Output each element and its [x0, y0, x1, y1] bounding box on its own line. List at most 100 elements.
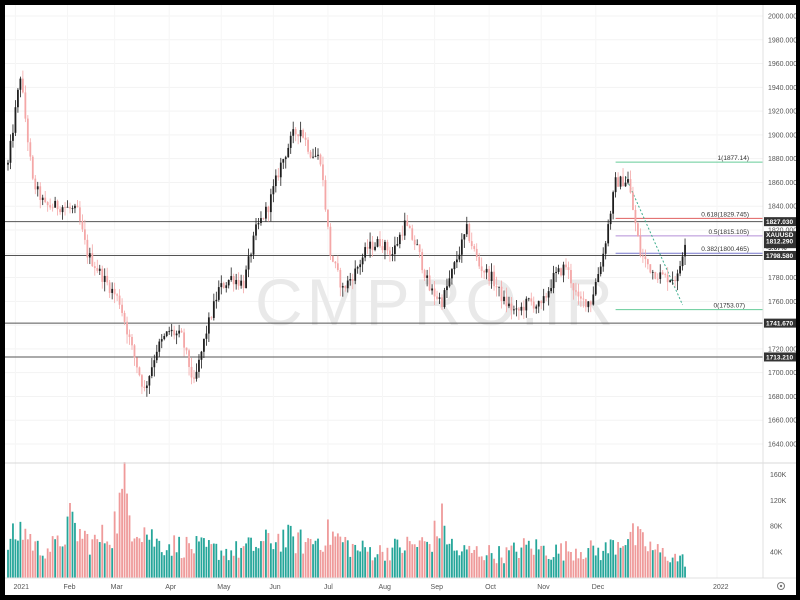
volume-bar — [319, 549, 322, 578]
volume-bar — [190, 549, 193, 578]
chart-frame: CMPRO.IR 1(1877.14) 0.618(1829.745) 0.5(18… — [5, 5, 796, 595]
candle-body — [190, 366, 193, 378]
candle-body — [646, 259, 649, 265]
candle-body — [396, 244, 399, 246]
volume-bar — [545, 555, 548, 578]
volume-bar — [19, 521, 22, 578]
watermark: CMPRO.IR — [255, 265, 617, 339]
volume-bar — [54, 539, 57, 578]
volume-bar — [168, 544, 171, 578]
candle-body — [669, 280, 672, 283]
volume-bar — [195, 536, 198, 578]
candle-body — [260, 218, 262, 224]
volume-axis: 160K 120K 80K 40K — [770, 472, 787, 557]
candle-body — [530, 298, 533, 302]
volume-bar — [570, 552, 572, 578]
volume-bar — [69, 503, 71, 578]
volume-bar — [212, 543, 215, 578]
candle-body — [265, 206, 267, 219]
volume-bar — [91, 539, 94, 578]
candle-body — [436, 296, 438, 299]
volume-tick-label: 40K — [770, 550, 783, 557]
volume-bar — [587, 548, 590, 578]
volume-bar — [517, 558, 520, 578]
volume-bar — [252, 550, 255, 578]
volume-bar — [463, 545, 466, 578]
settings-gear-icon[interactable] — [777, 582, 785, 590]
volume-bar — [433, 520, 436, 578]
volume-bar — [327, 519, 329, 578]
volume-bar — [602, 550, 605, 578]
volume-bar — [34, 541, 37, 578]
candle-body — [478, 256, 481, 267]
candle-body — [651, 271, 654, 273]
volume-bar — [530, 548, 533, 578]
price-line-tag — [764, 352, 796, 362]
volume-bar — [279, 551, 282, 578]
volume-bar — [173, 535, 176, 578]
volume-bar — [525, 544, 528, 578]
volume-bar — [684, 566, 686, 578]
candle-body — [344, 286, 347, 289]
volume-bar — [421, 537, 424, 578]
candle-body — [59, 209, 61, 213]
volume-bar — [312, 544, 314, 578]
candle-body — [684, 244, 686, 257]
candle-body — [312, 156, 314, 158]
volume-bar — [222, 555, 225, 578]
candle-body — [322, 164, 324, 181]
candle-body — [389, 250, 391, 255]
volume-bar — [309, 538, 312, 578]
candle-body — [76, 205, 79, 208]
volume-bar — [334, 536, 337, 578]
candle-body — [180, 330, 183, 333]
candle-body — [587, 301, 590, 308]
volume-bar — [250, 537, 252, 578]
candle-body — [470, 241, 473, 247]
volume-bar — [485, 555, 488, 578]
price-line-tag — [764, 217, 796, 227]
volume-bar — [597, 547, 600, 578]
candle-body — [66, 206, 69, 208]
candle-body — [334, 261, 337, 264]
candle-body — [498, 286, 500, 288]
volume-bar — [7, 549, 9, 578]
candle-body — [517, 308, 520, 311]
volume-bar — [242, 546, 245, 578]
volume-bar — [634, 545, 637, 578]
volume-bar — [96, 539, 99, 578]
volume-bar — [59, 546, 61, 578]
volume-bar — [237, 557, 240, 578]
candle-body — [143, 386, 146, 388]
candle-body — [299, 129, 302, 137]
volume-bar — [423, 541, 426, 578]
candle-body — [577, 291, 580, 297]
volume-bar — [158, 540, 161, 578]
volume-bar — [247, 537, 250, 578]
volume-bar — [582, 559, 585, 578]
volume-bar — [575, 548, 577, 578]
volume-bar — [379, 545, 381, 578]
volume-bar — [475, 546, 478, 578]
candle-body — [604, 243, 607, 254]
volume-bar — [240, 547, 243, 578]
volume-bar — [679, 555, 681, 578]
candle-body — [17, 89, 19, 108]
gold-price-chart[interactable]: CMPRO.IR 1(1877.14) 0.618(1829.745) 0.5(18… — [5, 5, 796, 595]
candle-body — [24, 92, 27, 119]
volume-bar — [257, 548, 260, 578]
volume-bar — [66, 516, 69, 578]
candle-body — [304, 137, 307, 140]
volume-bar — [148, 539, 151, 578]
candle-body — [488, 268, 491, 282]
candle-body — [609, 213, 612, 225]
volume-bar — [381, 551, 384, 578]
volume-bar — [344, 536, 347, 578]
candle-body — [262, 218, 265, 219]
price-line-tag-label: 1798.580 — [766, 253, 793, 260]
volume-bar — [505, 547, 508, 578]
candle-body — [324, 180, 327, 210]
candle-body — [294, 129, 297, 135]
volume-bar — [282, 529, 285, 578]
volume-bar — [83, 530, 86, 578]
